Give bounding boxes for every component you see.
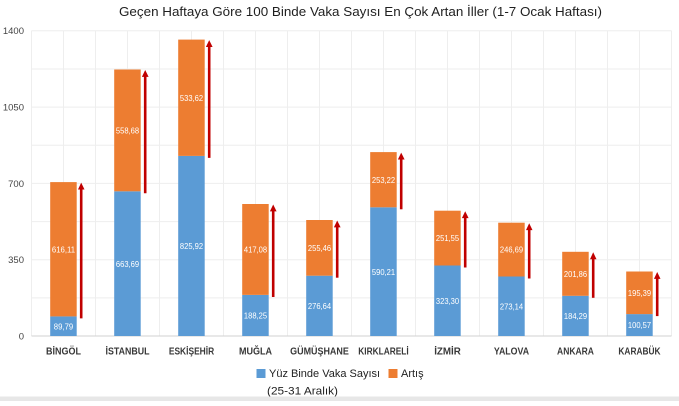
svg-text:255,46: 255,46 [308,243,331,253]
svg-text:323,30: 323,30 [436,296,459,306]
svg-text:Geçen Haftaya Göre 100 Binde V: Geçen Haftaya Göre 100 Binde Vaka Sayısı… [119,4,602,19]
svg-text:GÜMÜŞHANE: GÜMÜŞHANE [290,345,349,358]
svg-text:89,79: 89,79 [54,321,74,331]
svg-text:273,14: 273,14 [500,301,523,311]
svg-text:201,86: 201,86 [564,269,587,279]
svg-text:100,57: 100,57 [628,320,651,330]
svg-text:590,21: 590,21 [372,267,395,277]
svg-text:616,11: 616,11 [52,244,75,254]
svg-text:700: 700 [8,179,24,190]
svg-text:KIRKLARELİ: KIRKLARELİ [358,345,409,358]
svg-text:188,25: 188,25 [244,311,267,321]
svg-text:825,92: 825,92 [180,241,203,251]
svg-text:246,69: 246,69 [500,245,523,255]
svg-text:0: 0 [19,331,24,342]
svg-text:350: 350 [8,255,24,266]
svg-text:İZMİR: İZMİR [434,345,461,358]
svg-text:195,39: 195,39 [628,288,651,298]
svg-text:ESKİŞEHİR: ESKİŞEHİR [169,345,215,358]
svg-text:MUĞLA: MUĞLA [239,345,272,358]
svg-text:İSTANBUL: İSTANBUL [106,345,150,358]
svg-text:YALOVA: YALOVA [494,347,529,358]
svg-text:184,29: 184,29 [564,311,587,321]
svg-text:Artış: Artış [401,368,424,380]
svg-text:276,64: 276,64 [308,301,331,311]
svg-text:BİNGÖL: BİNGÖL [46,345,81,358]
svg-text:251,55: 251,55 [436,233,459,243]
svg-text:663,69: 663,69 [116,259,139,269]
svg-text:533,62: 533,62 [180,93,203,103]
svg-text:1400: 1400 [3,26,24,37]
svg-text:KARABÜK: KARABÜK [618,345,661,358]
svg-text:ANKARA: ANKARA [557,347,594,358]
svg-text:417,08: 417,08 [244,245,267,255]
svg-text:1050: 1050 [3,103,24,114]
svg-text:Yüz Binde Vaka Sayısı: Yüz Binde Vaka Sayısı [269,368,380,380]
svg-text:(25-31 Aralık): (25-31 Aralık) [267,386,338,398]
svg-text:558,68: 558,68 [116,126,139,136]
svg-text:253,22: 253,22 [372,175,395,185]
